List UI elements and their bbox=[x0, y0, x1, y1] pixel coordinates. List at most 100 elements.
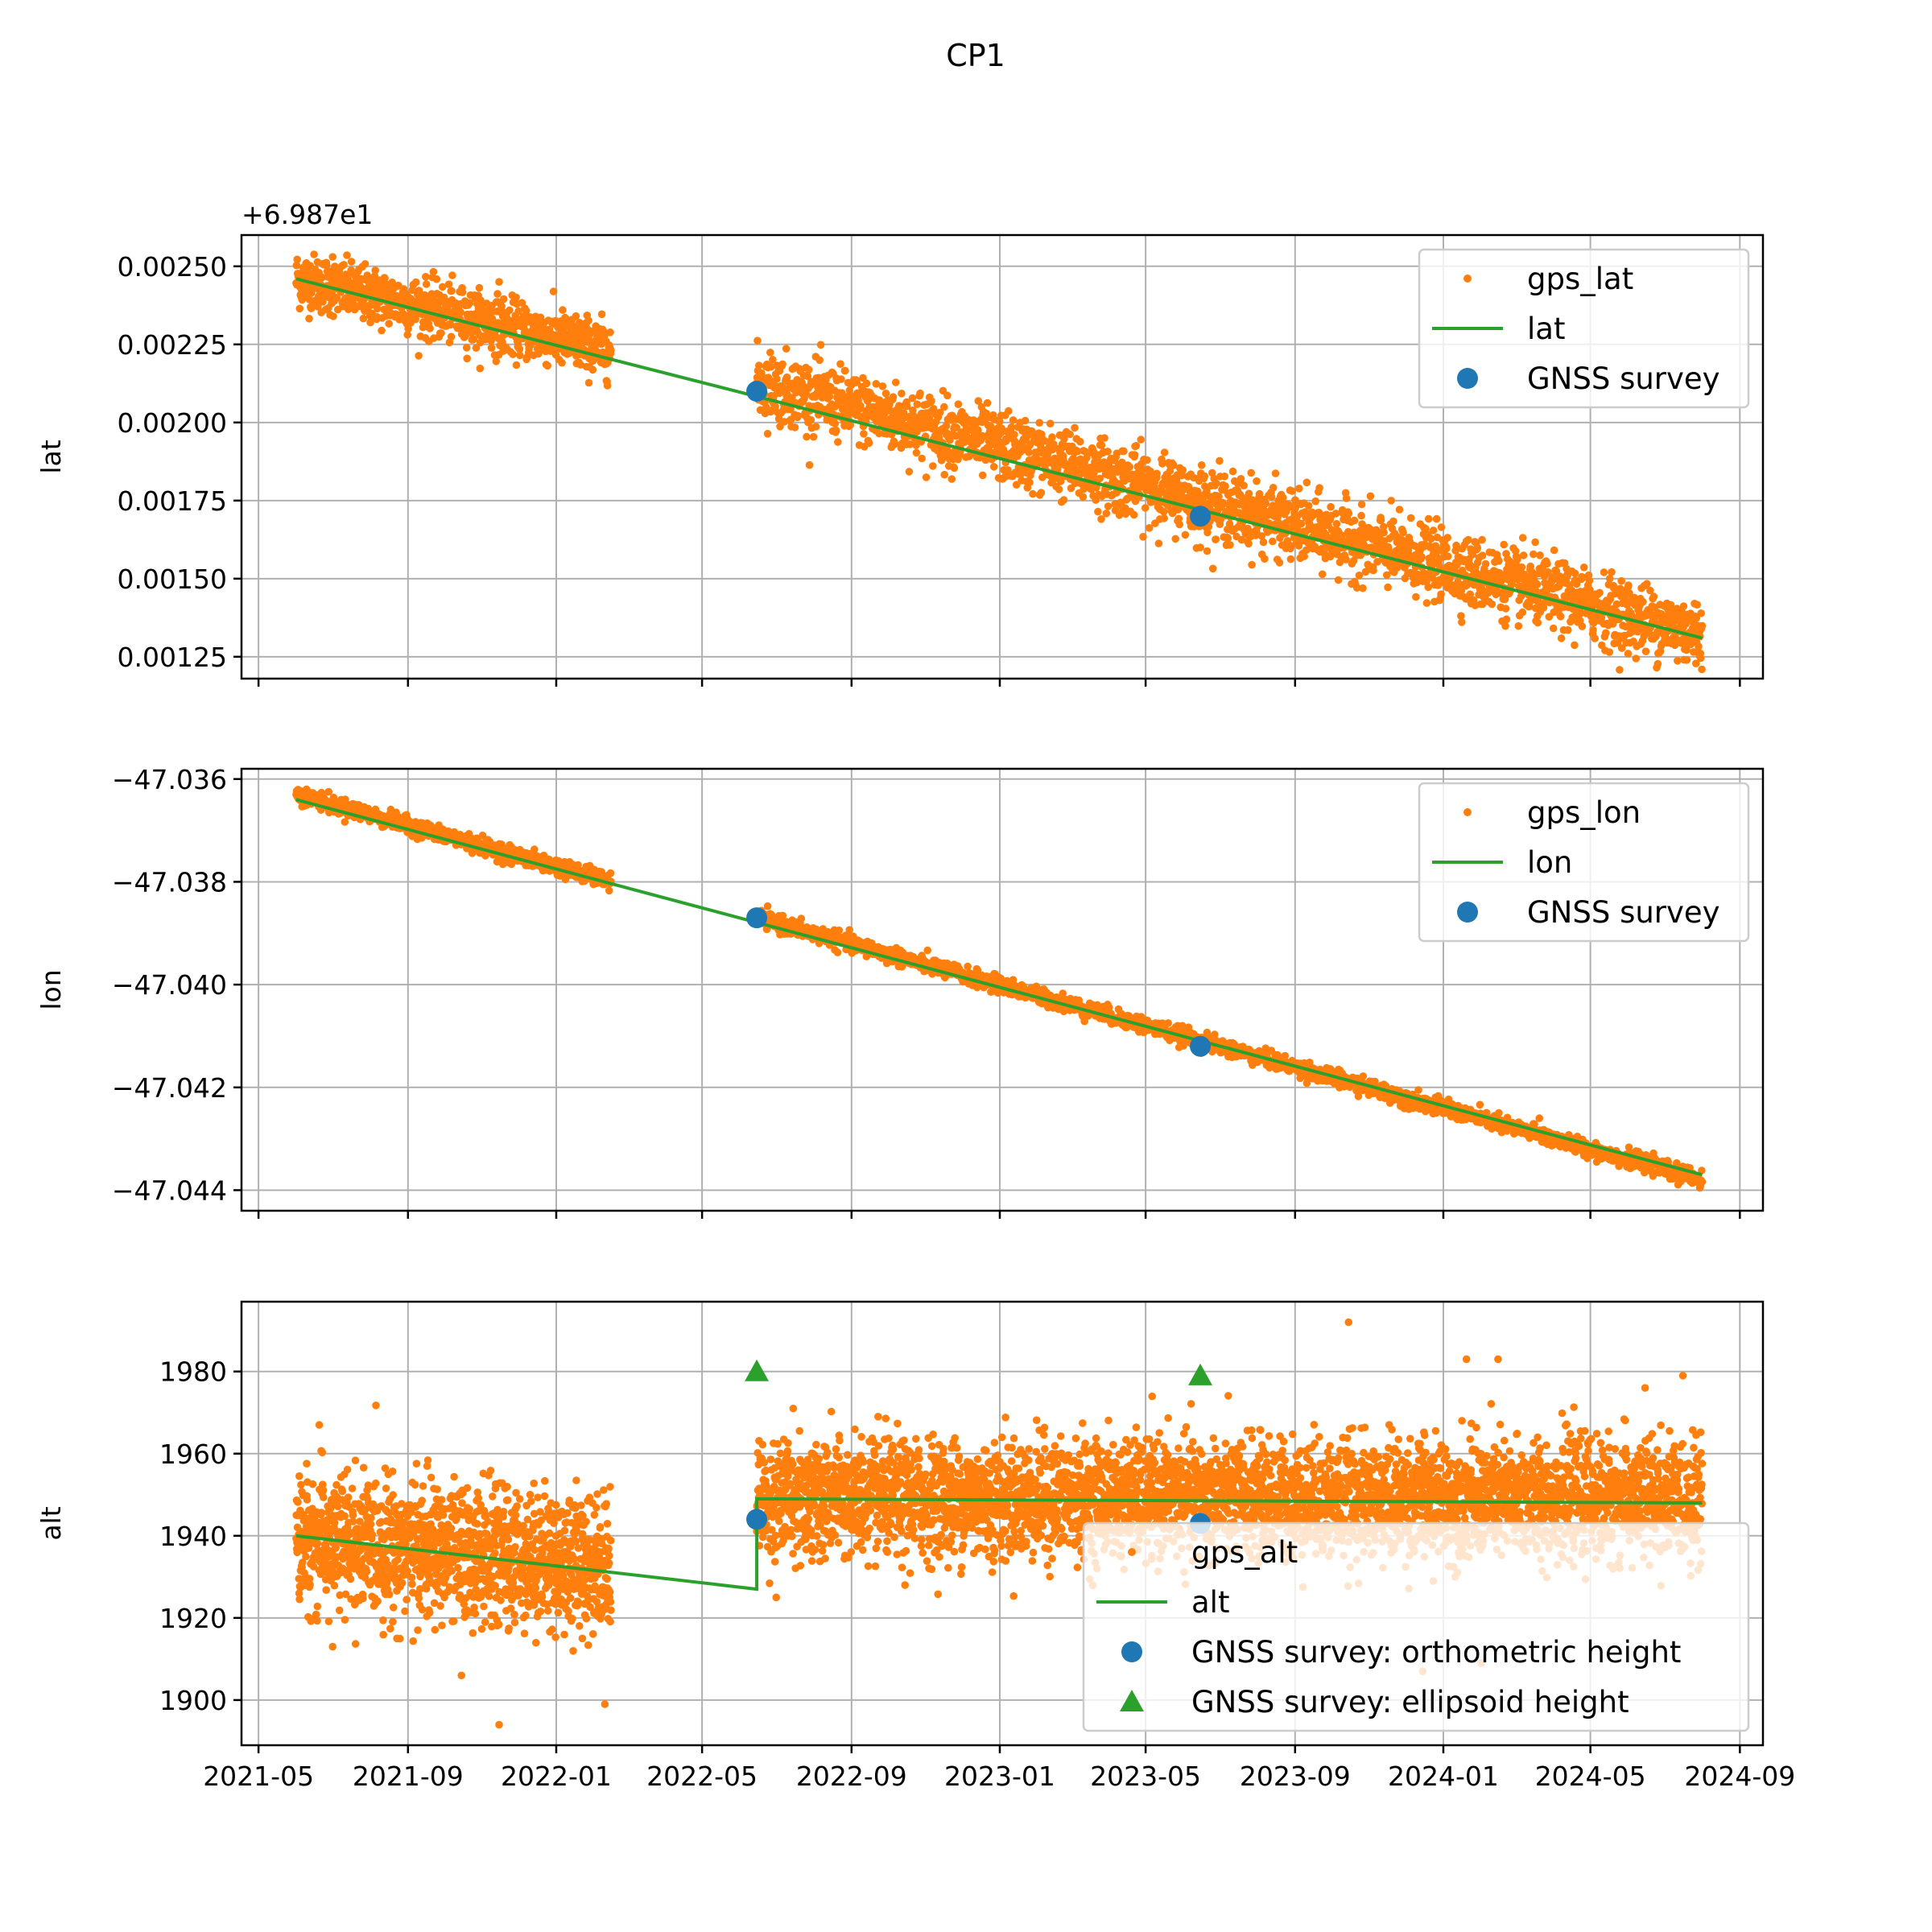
gps-point bbox=[1424, 583, 1432, 592]
gps-point bbox=[1481, 559, 1490, 568]
gps-point bbox=[809, 432, 818, 441]
gps-point bbox=[1519, 551, 1528, 559]
gps-point bbox=[1473, 543, 1482, 552]
gps-point bbox=[753, 336, 762, 345]
gps-point bbox=[1139, 533, 1147, 541]
gps-point bbox=[965, 452, 973, 460]
gps-point bbox=[1334, 576, 1343, 584]
y-tick-label: 0.00150 bbox=[118, 564, 227, 595]
gps-point bbox=[878, 382, 887, 390]
gps-point bbox=[1267, 493, 1276, 501]
gps-point bbox=[902, 402, 911, 411]
gps-point bbox=[1137, 436, 1146, 444]
gps-point bbox=[1608, 568, 1616, 576]
gps-point bbox=[522, 307, 530, 315]
gps-point bbox=[314, 303, 322, 311]
gps-point bbox=[343, 251, 351, 259]
gps-point bbox=[1076, 437, 1084, 446]
gps-point bbox=[804, 365, 813, 374]
gps-point bbox=[837, 375, 845, 383]
gps-point bbox=[1437, 590, 1445, 598]
gps-point bbox=[1526, 562, 1534, 571]
gps-point bbox=[1646, 586, 1654, 595]
gps-point bbox=[1130, 451, 1139, 459]
gps-point bbox=[1649, 592, 1658, 601]
gps-point bbox=[797, 914, 806, 923]
gps-point bbox=[1331, 510, 1340, 518]
gps-point bbox=[1245, 539, 1253, 548]
legend-label: GNSS survey bbox=[1527, 361, 1720, 396]
gps-point bbox=[1366, 492, 1375, 501]
gps-point bbox=[1379, 522, 1388, 531]
gps-point bbox=[1359, 584, 1367, 592]
gps-point bbox=[318, 273, 326, 282]
gps-point bbox=[574, 861, 582, 869]
gps-point bbox=[1275, 559, 1284, 567]
figure-title: CP1 bbox=[946, 38, 1005, 73]
gps-point bbox=[996, 417, 1004, 426]
gps-point bbox=[456, 308, 465, 316]
gps-point bbox=[444, 280, 453, 289]
gps-point bbox=[1579, 564, 1588, 572]
gps-point bbox=[964, 962, 972, 971]
gps-point bbox=[1208, 564, 1217, 573]
gps-point bbox=[1261, 555, 1269, 563]
gps-point bbox=[515, 345, 524, 353]
gps-point bbox=[588, 365, 597, 374]
gps-point bbox=[816, 341, 825, 349]
y-tick-label: 0.00250 bbox=[118, 251, 227, 283]
gps-point bbox=[1158, 460, 1166, 468]
gps-point bbox=[1477, 584, 1486, 592]
gps-point bbox=[872, 380, 881, 388]
gps-point bbox=[1153, 469, 1161, 478]
gps-point bbox=[1220, 473, 1228, 481]
gps-point bbox=[1297, 519, 1306, 528]
gps-point bbox=[1458, 618, 1466, 626]
gps-point bbox=[437, 329, 445, 337]
gps-point bbox=[472, 344, 481, 353]
gps-point bbox=[1066, 430, 1074, 439]
gps-point bbox=[1394, 562, 1402, 571]
gps-point bbox=[1257, 532, 1266, 540]
gps-point bbox=[803, 432, 811, 441]
gps-point bbox=[1554, 582, 1563, 591]
gps-point bbox=[347, 258, 356, 266]
gps-point bbox=[1216, 456, 1224, 465]
gps-point bbox=[1549, 624, 1558, 633]
gps-point bbox=[1682, 656, 1691, 664]
gps-point bbox=[1138, 465, 1146, 473]
axes-frame bbox=[240, 233, 1765, 680]
gps-point bbox=[1443, 552, 1452, 560]
gps-point bbox=[1197, 461, 1206, 469]
gps-point bbox=[607, 346, 615, 355]
gps-point bbox=[1288, 487, 1296, 495]
gps-point bbox=[438, 283, 447, 291]
gps-point bbox=[1338, 531, 1346, 539]
gps-point bbox=[332, 294, 341, 303]
gps-point bbox=[1253, 477, 1261, 485]
gps-point bbox=[1357, 511, 1365, 520]
gps-point bbox=[1350, 516, 1359, 525]
gps-point bbox=[1054, 463, 1062, 471]
gps-point bbox=[811, 423, 820, 431]
gps-point bbox=[766, 362, 775, 371]
gps-point bbox=[1576, 609, 1585, 617]
gps-point bbox=[381, 274, 389, 283]
gps-point bbox=[1271, 469, 1280, 477]
gps-point bbox=[913, 400, 922, 409]
gps-point bbox=[597, 868, 605, 876]
legend-survey-marker bbox=[1457, 368, 1478, 389]
gps-point bbox=[1586, 585, 1594, 594]
gps-point bbox=[1508, 580, 1516, 588]
gps-point bbox=[1545, 613, 1554, 621]
gps-point bbox=[1418, 553, 1426, 561]
plot-area bbox=[292, 785, 1707, 1192]
gps-point bbox=[1203, 547, 1212, 555]
gps-point bbox=[916, 389, 924, 398]
gps-point bbox=[1452, 541, 1460, 550]
gps-point bbox=[841, 366, 849, 375]
gps-point bbox=[1179, 466, 1187, 474]
gps-point bbox=[341, 818, 349, 826]
gps-point bbox=[1120, 447, 1128, 456]
